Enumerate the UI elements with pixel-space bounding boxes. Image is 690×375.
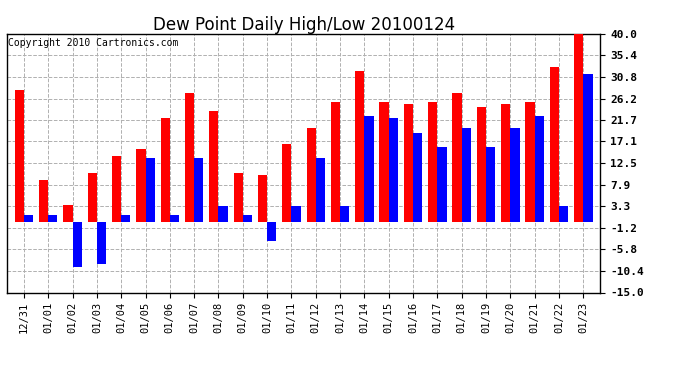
Bar xyxy=(340,206,349,222)
Bar xyxy=(501,104,511,222)
Bar xyxy=(535,116,544,222)
Bar xyxy=(380,102,388,222)
Text: Copyright 2010 Cartronics.com: Copyright 2010 Cartronics.com xyxy=(8,38,179,48)
Bar xyxy=(72,222,82,267)
Bar xyxy=(306,128,316,222)
Bar xyxy=(185,93,194,222)
Bar xyxy=(258,175,267,222)
Bar xyxy=(388,118,398,222)
Bar xyxy=(112,156,121,222)
Bar xyxy=(39,180,48,222)
Bar xyxy=(477,106,486,222)
Bar xyxy=(462,128,471,222)
Bar xyxy=(486,147,495,222)
Bar xyxy=(550,67,559,222)
Bar xyxy=(170,215,179,222)
Bar xyxy=(14,90,24,222)
Bar xyxy=(243,215,252,222)
Bar xyxy=(413,132,422,222)
Bar xyxy=(525,102,535,222)
Bar xyxy=(267,222,277,241)
Bar xyxy=(97,222,106,264)
Bar xyxy=(88,172,97,222)
Bar xyxy=(316,158,325,222)
Bar xyxy=(404,104,413,222)
Bar xyxy=(364,116,374,222)
Bar xyxy=(291,206,301,222)
Bar xyxy=(282,144,291,222)
Title: Dew Point Daily High/Low 20100124: Dew Point Daily High/Low 20100124 xyxy=(152,16,455,34)
Bar xyxy=(137,149,146,222)
Bar xyxy=(331,102,340,222)
Bar xyxy=(574,34,583,222)
Bar xyxy=(453,93,462,222)
Bar xyxy=(355,71,364,222)
Bar xyxy=(437,147,446,222)
Bar xyxy=(233,172,243,222)
Bar xyxy=(511,128,520,222)
Bar xyxy=(583,74,593,222)
Bar xyxy=(121,215,130,222)
Bar xyxy=(559,206,568,222)
Bar xyxy=(209,111,219,222)
Bar xyxy=(428,102,437,222)
Bar xyxy=(161,118,170,222)
Bar xyxy=(194,158,204,222)
Bar xyxy=(146,158,155,222)
Bar xyxy=(219,206,228,222)
Bar xyxy=(48,215,57,222)
Bar xyxy=(63,206,72,222)
Bar xyxy=(24,215,33,222)
